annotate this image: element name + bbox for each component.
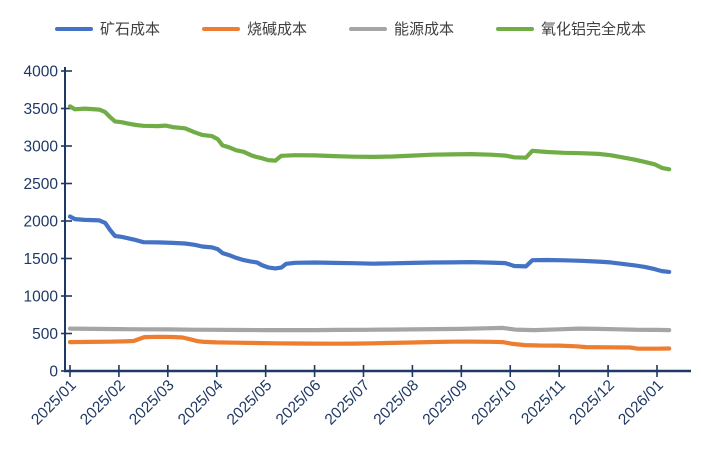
- legend-line-swatch: [349, 27, 387, 31]
- y-axis-tick-label: 3500: [24, 101, 59, 118]
- y-axis-tick-label: 2500: [24, 176, 59, 193]
- legend-item-2: 能源成本: [349, 22, 454, 37]
- x-axis-tick-label: 2026/01: [615, 377, 667, 429]
- x-axis-tick-label: 2025/10: [468, 377, 520, 429]
- series-line-2: [67, 325, 672, 333]
- x-axis-tick-label: 2025/12: [566, 377, 618, 429]
- y-axis-tick-label: 1000: [24, 289, 59, 306]
- x-axis-tick-label: 2025/09: [420, 377, 472, 429]
- series-line-3: [67, 104, 672, 172]
- chart-legend: 矿石成本 烧碱成本 能源成本 氧化铝完全成本: [0, 16, 701, 42]
- y-axis-tick-label: 3000: [24, 139, 59, 156]
- legend-line-swatch: [54, 27, 93, 31]
- x-axis-tick-label: 2025/06: [273, 377, 325, 429]
- y-axis-tick-label: 2000: [24, 214, 59, 231]
- legend-line-swatch: [201, 27, 240, 31]
- series-line-1: [67, 334, 672, 351]
- legend-label: 氧化铝完全成本: [541, 20, 647, 38]
- x-axis-tick-label: 2025/05: [224, 377, 276, 429]
- y-axis-tick-label: 4000: [24, 64, 59, 81]
- legend-item-0: 矿石成本: [54, 20, 160, 38]
- legend-label: 烧碱成本: [246, 20, 307, 38]
- legend-item-3: 氧化铝完全成本: [496, 22, 646, 37]
- x-axis-tick-label: 2025/04: [175, 377, 227, 429]
- legend-line-swatch: [496, 27, 535, 31]
- x-axis-tick-label: 2025/03: [126, 377, 178, 429]
- x-axis-tick-label: 2025/02: [77, 377, 129, 429]
- legend-label: 能源成本: [394, 20, 455, 38]
- x-axis-tick-label: 2025/01: [28, 377, 80, 429]
- legend-label: 矿石成本: [99, 20, 160, 38]
- y-axis-tick-label: 0: [49, 364, 58, 381]
- x-axis-tick-label: 2025/07: [322, 377, 374, 429]
- series-line-0: [67, 214, 672, 274]
- y-axis-tick-label: 1500: [24, 251, 59, 268]
- y-axis-tick-label: 500: [32, 326, 58, 343]
- legend-item-1: 烧碱成本: [201, 20, 307, 38]
- x-axis-tick-label: 2025/11: [518, 377, 569, 428]
- x-axis-tick-label: 2025/08: [371, 377, 423, 429]
